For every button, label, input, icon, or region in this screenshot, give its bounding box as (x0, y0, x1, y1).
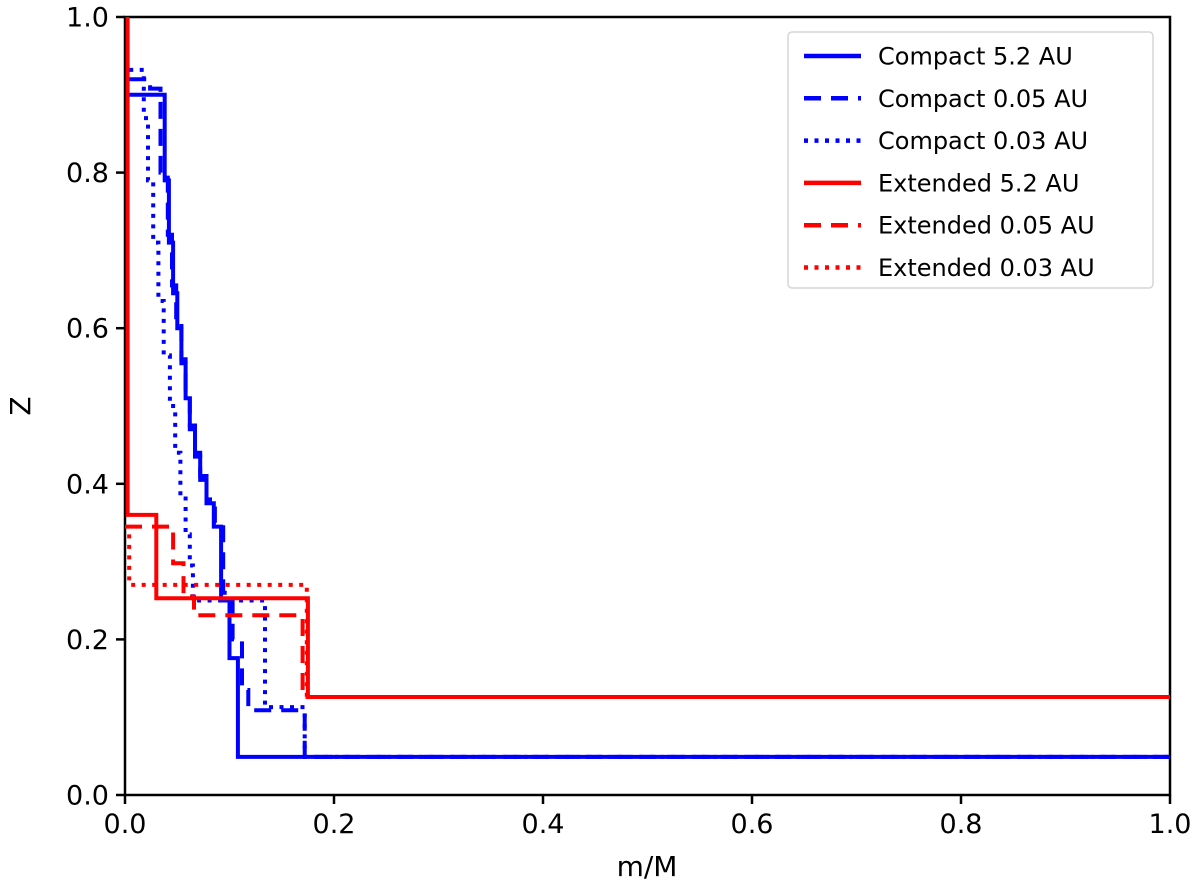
x-tick-label: 0.6 (731, 809, 774, 840)
series-line-extended-0.03-au (127, 534, 1170, 699)
legend-entry: Compact 0.03 AU (804, 127, 1088, 155)
series-line-compact-0.05-au (129, 77, 1170, 759)
ticks-group (116, 15, 1172, 804)
legend: Compact 5.2 AU Compact 0.05 AU Compact 0.0… (787, 31, 1154, 289)
legend-label: Extended 5.2 AU (878, 169, 1079, 197)
y-tick-label: 0.8 (66, 158, 109, 189)
legend-entry: Extended 5.2 AU (804, 169, 1079, 197)
y-axis-label: Z (4, 396, 37, 415)
plot-border (123, 15, 1172, 797)
x-axis-label: m/M (617, 850, 678, 883)
x-tick-label: 0.0 (104, 809, 147, 840)
legend-entry: Compact 0.05 AU (804, 85, 1088, 113)
legend-box (787, 31, 1154, 289)
legend-label: Extended 0.03 AU (878, 254, 1095, 282)
series-line-extended-0.05-au (125, 524, 1170, 699)
x-tick-label: 0.4 (522, 809, 565, 840)
legend-label: Compact 0.05 AU (878, 85, 1088, 113)
y-tick-label: 0.0 (66, 781, 109, 812)
legend-label: Extended 0.05 AU (878, 212, 1095, 240)
series-group (125, 17, 1170, 759)
x-tick-label: 0.8 (940, 809, 983, 840)
legend-entry: Extended 0.05 AU (804, 212, 1095, 240)
x-tick-label: 0.2 (313, 809, 356, 840)
legend-label: Compact 0.03 AU (878, 127, 1088, 155)
x-tick-label: 1.0 (1149, 809, 1192, 840)
y-tick-label: 0.6 (66, 314, 109, 345)
y-tick-label: 0.2 (66, 625, 109, 656)
y-tick-label: 1.0 (66, 3, 109, 34)
tick-labels-group: 0.0 0.2 0.4 0.6 0.8 1.0 0.0 0.2 0.4 0.6 0.8 1.0 (66, 3, 1191, 841)
legend-entry: Compact 5.2 AU (804, 43, 1073, 71)
series-line-compact-5.2-au (129, 92, 1170, 759)
y-tick-label: 0.4 (66, 469, 109, 500)
legend-label: Compact 5.2 AU (878, 43, 1073, 71)
legend-entry: Extended 0.03 AU (804, 254, 1095, 282)
series-line-compact-0.03-au (129, 67, 1170, 759)
